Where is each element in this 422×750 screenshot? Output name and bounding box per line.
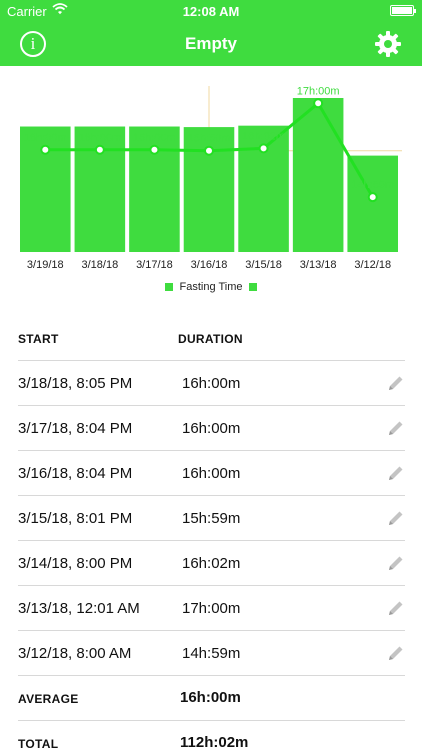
chart-point: [149, 144, 160, 155]
data-label: 16h:00m: [24, 132, 67, 144]
data-label: 16h:00m: [78, 132, 121, 144]
duration-cell: 16h:02m: [182, 555, 241, 572]
start-cell: 3/13/18, 12:01 AM: [18, 600, 140, 617]
data-label: 16h:00m: [133, 132, 176, 144]
pencil-icon[interactable]: [387, 644, 405, 662]
average-row: AVERAGE 16h:00m: [18, 676, 405, 721]
start-cell: 3/17/18, 8:04 PM: [18, 420, 133, 437]
gear-icon[interactable]: [374, 30, 402, 58]
pencil-icon[interactable]: [387, 464, 405, 482]
chart-point: [313, 98, 324, 109]
total-value: 112h:02m: [180, 734, 249, 750]
table-row[interactable]: 3/12/18, 8:00 AM 14h:59m: [18, 631, 405, 676]
x-tick-label: 3/19/18: [27, 259, 64, 271]
duration-cell: 16h:00m: [182, 465, 241, 482]
table-row[interactable]: 3/14/18, 8:00 PM 16h:02m: [18, 541, 405, 586]
pencil-icon[interactable]: [387, 374, 405, 392]
data-label: 16h:02m: [242, 130, 285, 142]
x-tick-label: 3/12/18: [354, 259, 391, 271]
x-tick-label: 3/18/18: [82, 259, 119, 271]
data-label: 14h:59m: [351, 179, 394, 191]
total-row: TOTAL 112h:02m: [18, 721, 405, 750]
pencil-icon[interactable]: [387, 554, 405, 572]
chart-legend: Fasting Time: [0, 281, 422, 293]
duration-cell: 17h:00m: [182, 600, 241, 617]
total-label: TOTAL: [18, 737, 59, 750]
chart-point: [258, 143, 269, 154]
duration-cell: 16h:00m: [182, 420, 241, 437]
navigation-bar: i Empty: [0, 22, 422, 66]
x-tick-label: 3/16/18: [191, 259, 228, 271]
chart-canvas: 16h:00m 16h:00m 16h:00m 15h:59m 16h:02m 17h:0…: [20, 85, 402, 271]
pencil-icon[interactable]: [387, 509, 405, 527]
battery-icon: [390, 5, 416, 16]
carrier-label: Carrier: [7, 4, 47, 19]
legend-swatch-secondary: [248, 283, 257, 291]
data-label: 15h:59m: [188, 133, 231, 145]
data-label: 17h:00m: [297, 85, 340, 97]
pencil-icon[interactable]: [387, 419, 405, 437]
table-row[interactable]: 3/16/18, 8:04 PM 16h:00m: [18, 451, 405, 496]
fasting-chart[interactable]: 16h:00m 16h:00m 16h:00m 15h:59m 16h:02m 17h:0…: [0, 66, 422, 300]
start-cell: 3/14/18, 8:00 PM: [18, 555, 133, 572]
x-tick-label: 3/13/18: [300, 259, 337, 271]
chart-point: [40, 144, 51, 155]
page-title: Empty: [185, 34, 237, 53]
chart-point: [367, 192, 378, 203]
table-header: START DURATION: [18, 316, 405, 361]
start-cell: 3/18/18, 8:05 PM: [18, 375, 133, 392]
duration-column-header: DURATION: [178, 332, 243, 346]
chart-point: [204, 145, 214, 156]
legend-swatch: [165, 283, 174, 291]
start-column-header: START: [18, 332, 59, 346]
start-cell: 3/16/18, 8:04 PM: [18, 465, 133, 482]
chart-point: [94, 144, 105, 155]
table-row[interactable]: 3/18/18, 8:05 PM 16h:00m: [18, 361, 405, 406]
table-row[interactable]: 3/17/18, 8:04 PM 16h:00m: [18, 406, 405, 451]
legend-label: Fasting Time: [179, 281, 243, 293]
pencil-icon[interactable]: [387, 599, 405, 617]
chart-bar: [292, 98, 344, 252]
average-label: AVERAGE: [18, 692, 79, 706]
duration-cell: 16h:00m: [182, 375, 241, 392]
fasting-table: START DURATION 3/18/18, 8:05 PM 16h:00m 3/…: [18, 316, 405, 750]
table-row[interactable]: 3/13/18, 12:01 AM 17h:00m: [18, 586, 405, 631]
wifi-icon: [52, 3, 68, 18]
average-value: 16h:00m: [180, 689, 241, 706]
duration-cell: 15h:59m: [182, 510, 241, 527]
status-bar: Carrier 12:08 AM: [0, 0, 422, 22]
duration-cell: 14h:59m: [182, 645, 241, 662]
x-tick-label: 3/15/18: [245, 259, 282, 271]
table-row[interactable]: 3/15/18, 8:01 PM 15h:59m: [18, 496, 405, 541]
clock: 12:08 AM: [182, 4, 240, 19]
chart-bar: [347, 155, 398, 252]
info-icon[interactable]: i: [20, 31, 46, 57]
start-cell: 3/12/18, 8:00 AM: [18, 645, 132, 662]
start-cell: 3/15/18, 8:01 PM: [18, 510, 133, 527]
x-tick-label: 3/17/18: [136, 259, 173, 271]
